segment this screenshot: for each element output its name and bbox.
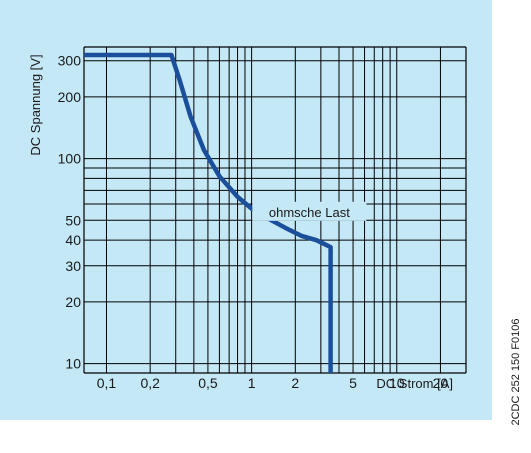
grid xyxy=(83,46,467,374)
y-tick-label: 100 xyxy=(58,151,82,167)
x-tick-labels: 0,1 0,2 0,5 1 2 5 10 20 xyxy=(97,375,449,391)
series xyxy=(84,52,333,373)
x-tick-label: 10 xyxy=(389,375,405,391)
document-code: 2CDC 252 150 F0106 xyxy=(510,318,522,425)
y-axis-title: DC Spannung [V] xyxy=(28,54,43,155)
chart-background xyxy=(0,0,492,420)
x-tick-label: 5 xyxy=(349,375,357,391)
x-tick-label: 20 xyxy=(433,375,449,391)
x-tick-label: 1 xyxy=(248,375,256,391)
y-tick-label: 300 xyxy=(58,53,82,69)
annotation-background xyxy=(252,201,367,221)
y-tick-labels: 10 20 30 40 50 100 200 300 xyxy=(58,53,82,372)
x-tick-label: 0,1 xyxy=(97,375,117,391)
y-tick-label: 10 xyxy=(65,356,81,372)
series-line xyxy=(84,52,333,373)
annotations: ohmsche Last xyxy=(252,201,367,221)
y-tick-label: 30 xyxy=(65,258,81,274)
y-tick-label: 50 xyxy=(65,212,81,228)
y-tick-label: 40 xyxy=(65,232,81,248)
x-axis-title: DC Strom [A] xyxy=(376,376,453,391)
x-tick-label: 0,2 xyxy=(140,375,160,391)
annotation-label: ohmsche Last xyxy=(269,205,350,220)
x-tick-label: 0,5 xyxy=(198,375,218,391)
y-tick-label: 20 xyxy=(65,294,81,310)
x-tick-label: 2 xyxy=(291,375,299,391)
y-tick-label: 200 xyxy=(58,89,82,105)
